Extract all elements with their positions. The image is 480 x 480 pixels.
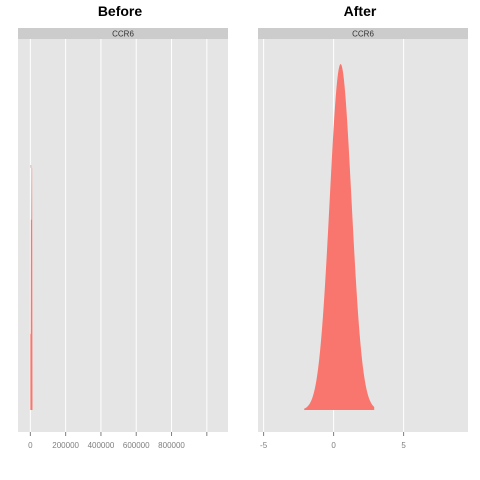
- density-before: [30, 165, 33, 410]
- panel-title-before: Before: [98, 3, 143, 19]
- density-area-before: [30, 167, 33, 410]
- x-tick-label-after-0: -5: [260, 441, 268, 450]
- x-tick-label-before-1: 200000: [52, 441, 79, 450]
- plot-area-after: [258, 39, 468, 432]
- strip-after: [258, 28, 468, 39]
- x-tick-label-before-3: 600000: [123, 441, 150, 450]
- plot-area-before: [18, 39, 228, 432]
- x-tick-label-before-0: 0: [28, 441, 33, 450]
- x-axis-before: 0 200000 400000 600000 800000: [28, 432, 208, 450]
- x-tick-label-before-4: 800000: [158, 441, 185, 450]
- panel-before: Before CCR6 0 200000 400000 600000 800000: [18, 3, 228, 450]
- x-tick-label-after-1: 0: [331, 441, 336, 450]
- strip-before: [18, 28, 228, 39]
- density-after: [304, 64, 375, 410]
- x-axis-after: -5 0 5: [260, 432, 406, 450]
- x-tick-label-before-2: 400000: [88, 441, 115, 450]
- x-tick-label-after-2: 5: [401, 441, 406, 450]
- strip-label-after: CCR6: [352, 30, 374, 39]
- density-area-after: [304, 64, 375, 410]
- panel-after: After CCR6 -5 0 5: [258, 3, 468, 450]
- strip-label-before: CCR6: [112, 30, 134, 39]
- panel-title-after: After: [344, 3, 377, 19]
